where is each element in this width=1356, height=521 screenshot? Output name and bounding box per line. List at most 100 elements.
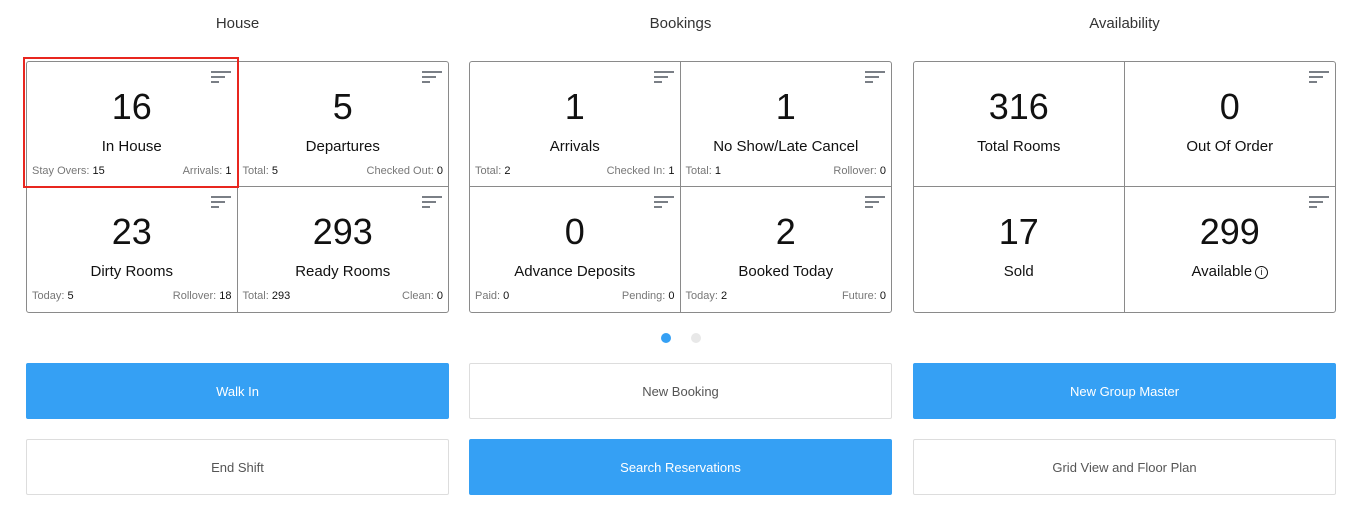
stat-value: 16 [111,86,152,127]
footer-left-label: Today: [32,290,65,302]
filter-icon[interactable] [210,71,231,85]
footer-left-value: 5 [271,165,278,177]
footer-right-value: 0 [436,290,443,302]
footer-left: Today: 2 [686,290,728,302]
footer-right-value: 0 [879,165,886,177]
footer-right: Pending: 0 [622,290,675,302]
footer-right: Rollover: 18 [173,290,232,302]
stat-label: Ready Rooms [238,263,449,280]
section-title: Bookings [649,15,712,32]
stat-label-text: Available [1191,263,1253,280]
stat-label: Booked Today [681,263,892,280]
stat-label-text: Sold [1003,263,1034,280]
footer-left-value: 15 [92,165,105,177]
footer-left-label: Today: [685,290,718,302]
footer-right: Arrivals: 1 [183,165,232,177]
stat-card[interactable]: 2 Booked Today Today: 2 Future: 0 [681,187,892,312]
new-booking-button[interactable]: New Booking [469,363,892,419]
stat-value: 1 [564,86,585,127]
filter-icon[interactable] [422,71,442,85]
stat-label: No Show/Late Cancel [681,138,892,155]
stat-card[interactable]: 17 Sold [914,187,1125,312]
footer-right: Checked In: 1 [607,165,675,177]
stat-card[interactable]: 0 Out Of Order [1124,62,1336,187]
footer-left-label: Total: [242,290,269,302]
stat-value: 0 [564,211,585,252]
stat-label-text: Total Rooms [977,138,1061,155]
info-icon[interactable]: i [1255,266,1269,279]
stat-label: Departures [238,138,449,155]
footer-right-label: Future: [841,290,877,302]
filter-icon[interactable] [865,71,885,85]
stat-footer: Total: 293 Clean: 0 [243,290,444,302]
footer-left: Total: 2 [475,165,510,177]
stat-label-text: In House [101,138,162,155]
stat-footer: Total: 2 Checked In: 1 [475,165,675,177]
stat-label: Dirty Rooms [27,263,237,280]
footer-left-value: 5 [67,290,74,302]
footer-right-value: 0 [436,165,443,177]
stats-panel: 316 Total Rooms 0 Out Of Order 17 Sold 2… [913,61,1336,313]
filter-icon[interactable] [210,196,231,210]
footer-right: Checked Out: 0 [367,165,443,177]
footer-right-value: 1 [225,165,232,177]
stat-card[interactable]: 5 Departures Total: 5 Checked Out: 0 [237,62,449,187]
stat-card[interactable]: 16 In House Stay Overs: 15 Arrivals: 1 [27,62,238,187]
stat-card[interactable]: 316 Total Rooms [914,62,1125,187]
stat-value: 23 [111,211,152,252]
stat-value: 1 [775,86,796,127]
footer-right-value: 18 [219,290,232,302]
footer-left: Paid: 0 [475,290,509,302]
footer-right-value: 1 [668,165,675,177]
stat-card[interactable]: 0 Advance Deposits Paid: 0 Pending: 0 [470,187,681,312]
walk-in-button[interactable]: Walk In [26,363,449,419]
footer-left-value: 2 [504,165,511,177]
stat-card[interactable]: 1 No Show/Late Cancel Total: 1 Rollover:… [680,62,892,187]
footer-left: Stay Overs: 15 [32,165,105,177]
footer-left-label: Paid: [475,290,501,302]
stat-label-text: No Show/Late Cancel [713,138,859,155]
carousel-dot[interactable] [691,333,701,343]
stat-footer: Stay Overs: 15 Arrivals: 1 [32,165,232,177]
stat-footer: Paid: 0 Pending: 0 [475,290,675,302]
stats-panel: 16 In House Stay Overs: 15 Arrivals: 1 5… [26,61,449,313]
footer-right: Clean: 0 [402,290,443,302]
footer-left: Today: 5 [32,290,74,302]
stat-label-text: Departures [305,138,380,155]
footer-right-label: Checked In: [606,165,666,177]
stat-value: 293 [312,211,373,252]
footer-right: Rollover: 0 [833,165,886,177]
stat-value: 316 [988,86,1049,127]
filter-icon[interactable] [1309,71,1329,85]
footer-left-value: 2 [720,290,728,302]
stat-value: 2 [775,211,796,252]
stat-card[interactable]: 1 Arrivals Total: 2 Checked In: 1 [470,62,681,187]
stat-label: Out Of Order [1125,138,1336,155]
stat-card[interactable]: 299 Available i [1125,187,1336,312]
filter-icon[interactable] [1309,196,1329,210]
section-title: Availability [1089,15,1160,32]
end-shift-button[interactable]: End Shift [26,439,449,495]
stat-value: 299 [1199,211,1260,252]
stat-value: 0 [1219,86,1240,127]
footer-right: Future: 0 [842,290,886,302]
carousel-dot[interactable] [661,333,671,343]
footer-right-label: Pending: [621,290,666,302]
filter-icon[interactable] [422,196,442,210]
search-reservations-button[interactable]: Search Reservations [469,439,892,495]
filter-icon[interactable] [653,196,674,210]
new-group-master-button[interactable]: New Group Master [913,363,1336,419]
footer-left-label: Stay Overs: [32,165,90,177]
stat-footer: Total: 5 Checked Out: 0 [243,165,444,177]
section-title: House [215,15,260,32]
stat-card[interactable]: 293 Ready Rooms Total: 293 Clean: 0 [238,187,449,312]
stat-label: Total Rooms [914,138,1124,155]
footer-right-label: Checked Out: [366,165,434,177]
footer-left: Total: 293 [243,290,291,302]
filter-icon[interactable] [865,196,885,210]
stat-card[interactable]: 23 Dirty Rooms Today: 5 Rollover: 18 [27,187,238,312]
footer-right-label: Rollover: [833,165,877,177]
filter-icon[interactable] [653,71,674,85]
grid-view-and-floor-plan-button[interactable]: Grid View and Floor Plan [913,439,1336,495]
footer-right-label: Clean: [402,290,434,302]
